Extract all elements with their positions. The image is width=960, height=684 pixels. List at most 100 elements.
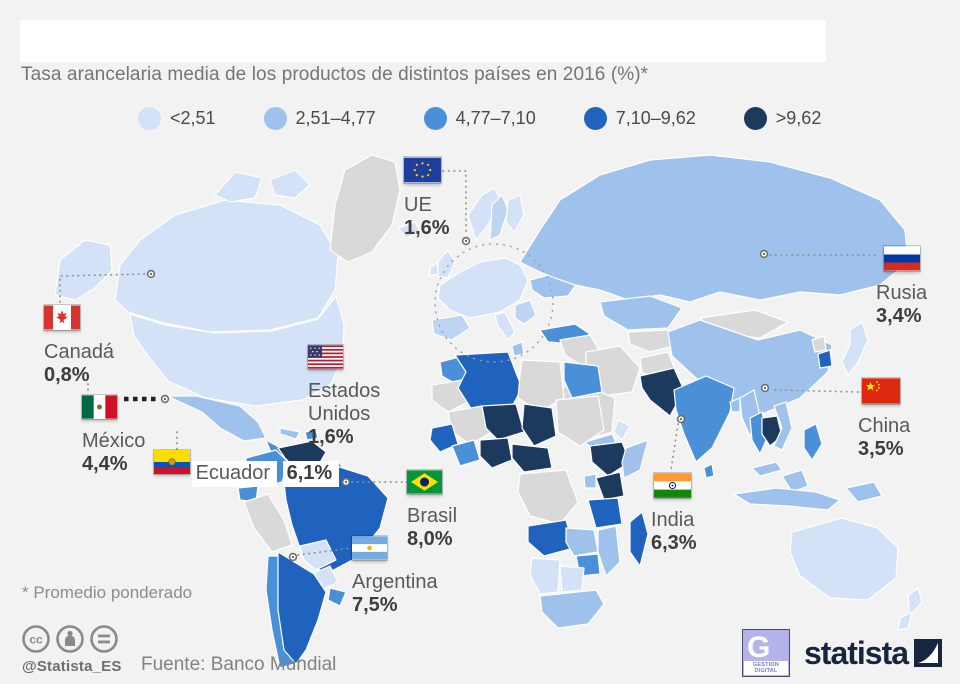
- legend-label-4: 7,10–9,62: [615, 108, 696, 128]
- argentina-flag-icon: [352, 536, 387, 560]
- map-region-north-america: [54, 154, 401, 469]
- map-region-oceania: [789, 517, 923, 631]
- map-russia: [519, 154, 909, 303]
- label-china: China 3,5%: [858, 378, 910, 461]
- legend-item-4: 7,10–9,62: [583, 107, 696, 130]
- legend-label-5: >9,62: [775, 108, 822, 128]
- statista-handle: @Statista_ES: [22, 658, 122, 675]
- map-chad: [521, 403, 557, 447]
- china-flag-icon: [862, 378, 900, 404]
- country-name: Ecuador: [191, 461, 278, 487]
- map-alaska: [54, 239, 113, 301]
- brand-logos: G GESTION DIGITAL statista: [742, 629, 943, 677]
- usa-flag-icon: [308, 345, 343, 369]
- map-argentina: [277, 551, 327, 665]
- legend-swatch-1: [138, 107, 161, 130]
- map-canada: [114, 199, 339, 333]
- brazil-flag-icon: [407, 470, 442, 494]
- gestion-digital-label: GESTION DIGITAL: [744, 661, 788, 675]
- legend-label-1: <2,51: [170, 108, 216, 128]
- statista-logo-icon: [914, 639, 943, 667]
- country-name: China: [858, 415, 911, 437]
- label-argentina: Argentina 7,5%: [352, 536, 438, 617]
- mexico-flag-icon: [82, 395, 117, 419]
- country-value: 4,4%: [82, 453, 128, 475]
- map-indonesia: [733, 487, 841, 511]
- map-south-africa: [539, 589, 605, 629]
- cc-license-icons: cc: [22, 625, 118, 653]
- gestion-digital-glyph: G: [747, 631, 771, 664]
- equal-icon: [90, 625, 118, 653]
- legend: <2,51 2,51–4,77 4,77–7,10 7,10–9,62 >9,6…: [138, 107, 869, 130]
- label-mexico: México 4,4%: [82, 395, 145, 476]
- legend-label-3: 4,77–7,10: [455, 108, 536, 128]
- gestion-digital-watermark: G GESTION DIGITAL: [742, 629, 790, 677]
- canada-flag-icon: [44, 305, 80, 330]
- country-value: 6,1%: [282, 461, 340, 487]
- country-name: Argentina: [352, 571, 438, 593]
- source-text: Fuente: Banco Mundial: [141, 654, 337, 675]
- map-nigeria: [479, 437, 513, 469]
- map-peru: [243, 493, 293, 553]
- label-india: India 6,3%: [651, 473, 697, 555]
- legend-item-2: 2,51–4,77: [263, 107, 376, 130]
- map-pakistan: [639, 367, 685, 417]
- map-greenland: [329, 154, 401, 263]
- label-russia: Rusia 3,4%: [876, 246, 927, 328]
- map-eu-mainland: [437, 257, 529, 319]
- country-value: 0,8%: [44, 364, 90, 386]
- ecuador-flag-icon: [154, 450, 190, 474]
- country-name: Canadá: [44, 341, 115, 363]
- map-ethiopia: [589, 441, 631, 477]
- map-kazakhstan: [599, 295, 683, 331]
- country-value: 6,3%: [651, 532, 697, 554]
- country-value: 1,6%: [404, 217, 450, 239]
- footnote: * Promedio ponderado: [22, 583, 193, 602]
- europe-highlight-ring: [434, 243, 554, 363]
- country-name: UE: [404, 194, 432, 216]
- label-ecuador: Ecuador 6,1%: [154, 450, 340, 487]
- russia-flag-icon: [884, 246, 920, 271]
- country-name: Brasil: [407, 505, 458, 527]
- map-madagascar: [629, 511, 649, 567]
- map-region-africa: [429, 341, 649, 629]
- country-value: 8,0%: [407, 528, 453, 550]
- legend-item-3: 4,77–7,10: [423, 107, 536, 130]
- label-eu: UE 1,6%: [404, 157, 450, 240]
- legend-item-1: <2,51: [138, 107, 216, 130]
- title-box: [20, 20, 826, 62]
- legend-label-2: 2,51–4,77: [295, 108, 376, 128]
- label-anchor-dots: [146, 236, 770, 562]
- label-canada: Canadá 0,8%: [44, 305, 114, 387]
- map-dr-congo: [517, 469, 579, 525]
- country-value: 3,5%: [858, 438, 904, 460]
- map-australia: [789, 517, 899, 601]
- map-japan: [841, 321, 869, 376]
- map-region-asia: [519, 154, 909, 511]
- eu-flag-icon: [404, 157, 441, 183]
- map-usa: [129, 295, 345, 407]
- legend-swatch-3: [423, 107, 447, 130]
- label-usa: Estados Unidos 1,6%: [308, 345, 403, 449]
- country-name: India: [651, 509, 695, 531]
- legend-swatch-5: [743, 107, 767, 130]
- map-egypt: [563, 361, 603, 399]
- map-bolivia: [299, 539, 337, 571]
- label-brazil: Brasil 8,0%: [407, 470, 457, 551]
- legend-swatch-4: [583, 107, 607, 130]
- country-value: 1,6%: [308, 426, 354, 448]
- map-angola: [527, 519, 575, 557]
- chart-subtitle: Tasa arancelaria media de los productos …: [21, 64, 649, 85]
- country-value: 7,5%: [352, 594, 398, 616]
- legend-swatch-2: [263, 107, 287, 130]
- svg-text:cc: cc: [29, 633, 43, 647]
- country-name: Rusia: [876, 282, 928, 304]
- map-kenya: [595, 471, 625, 501]
- india-flag-icon: [654, 473, 691, 498]
- map-mexico: [167, 395, 267, 442]
- attribution-icon: [56, 625, 84, 653]
- map-south-korea: [817, 349, 833, 369]
- country-name: México: [82, 430, 146, 452]
